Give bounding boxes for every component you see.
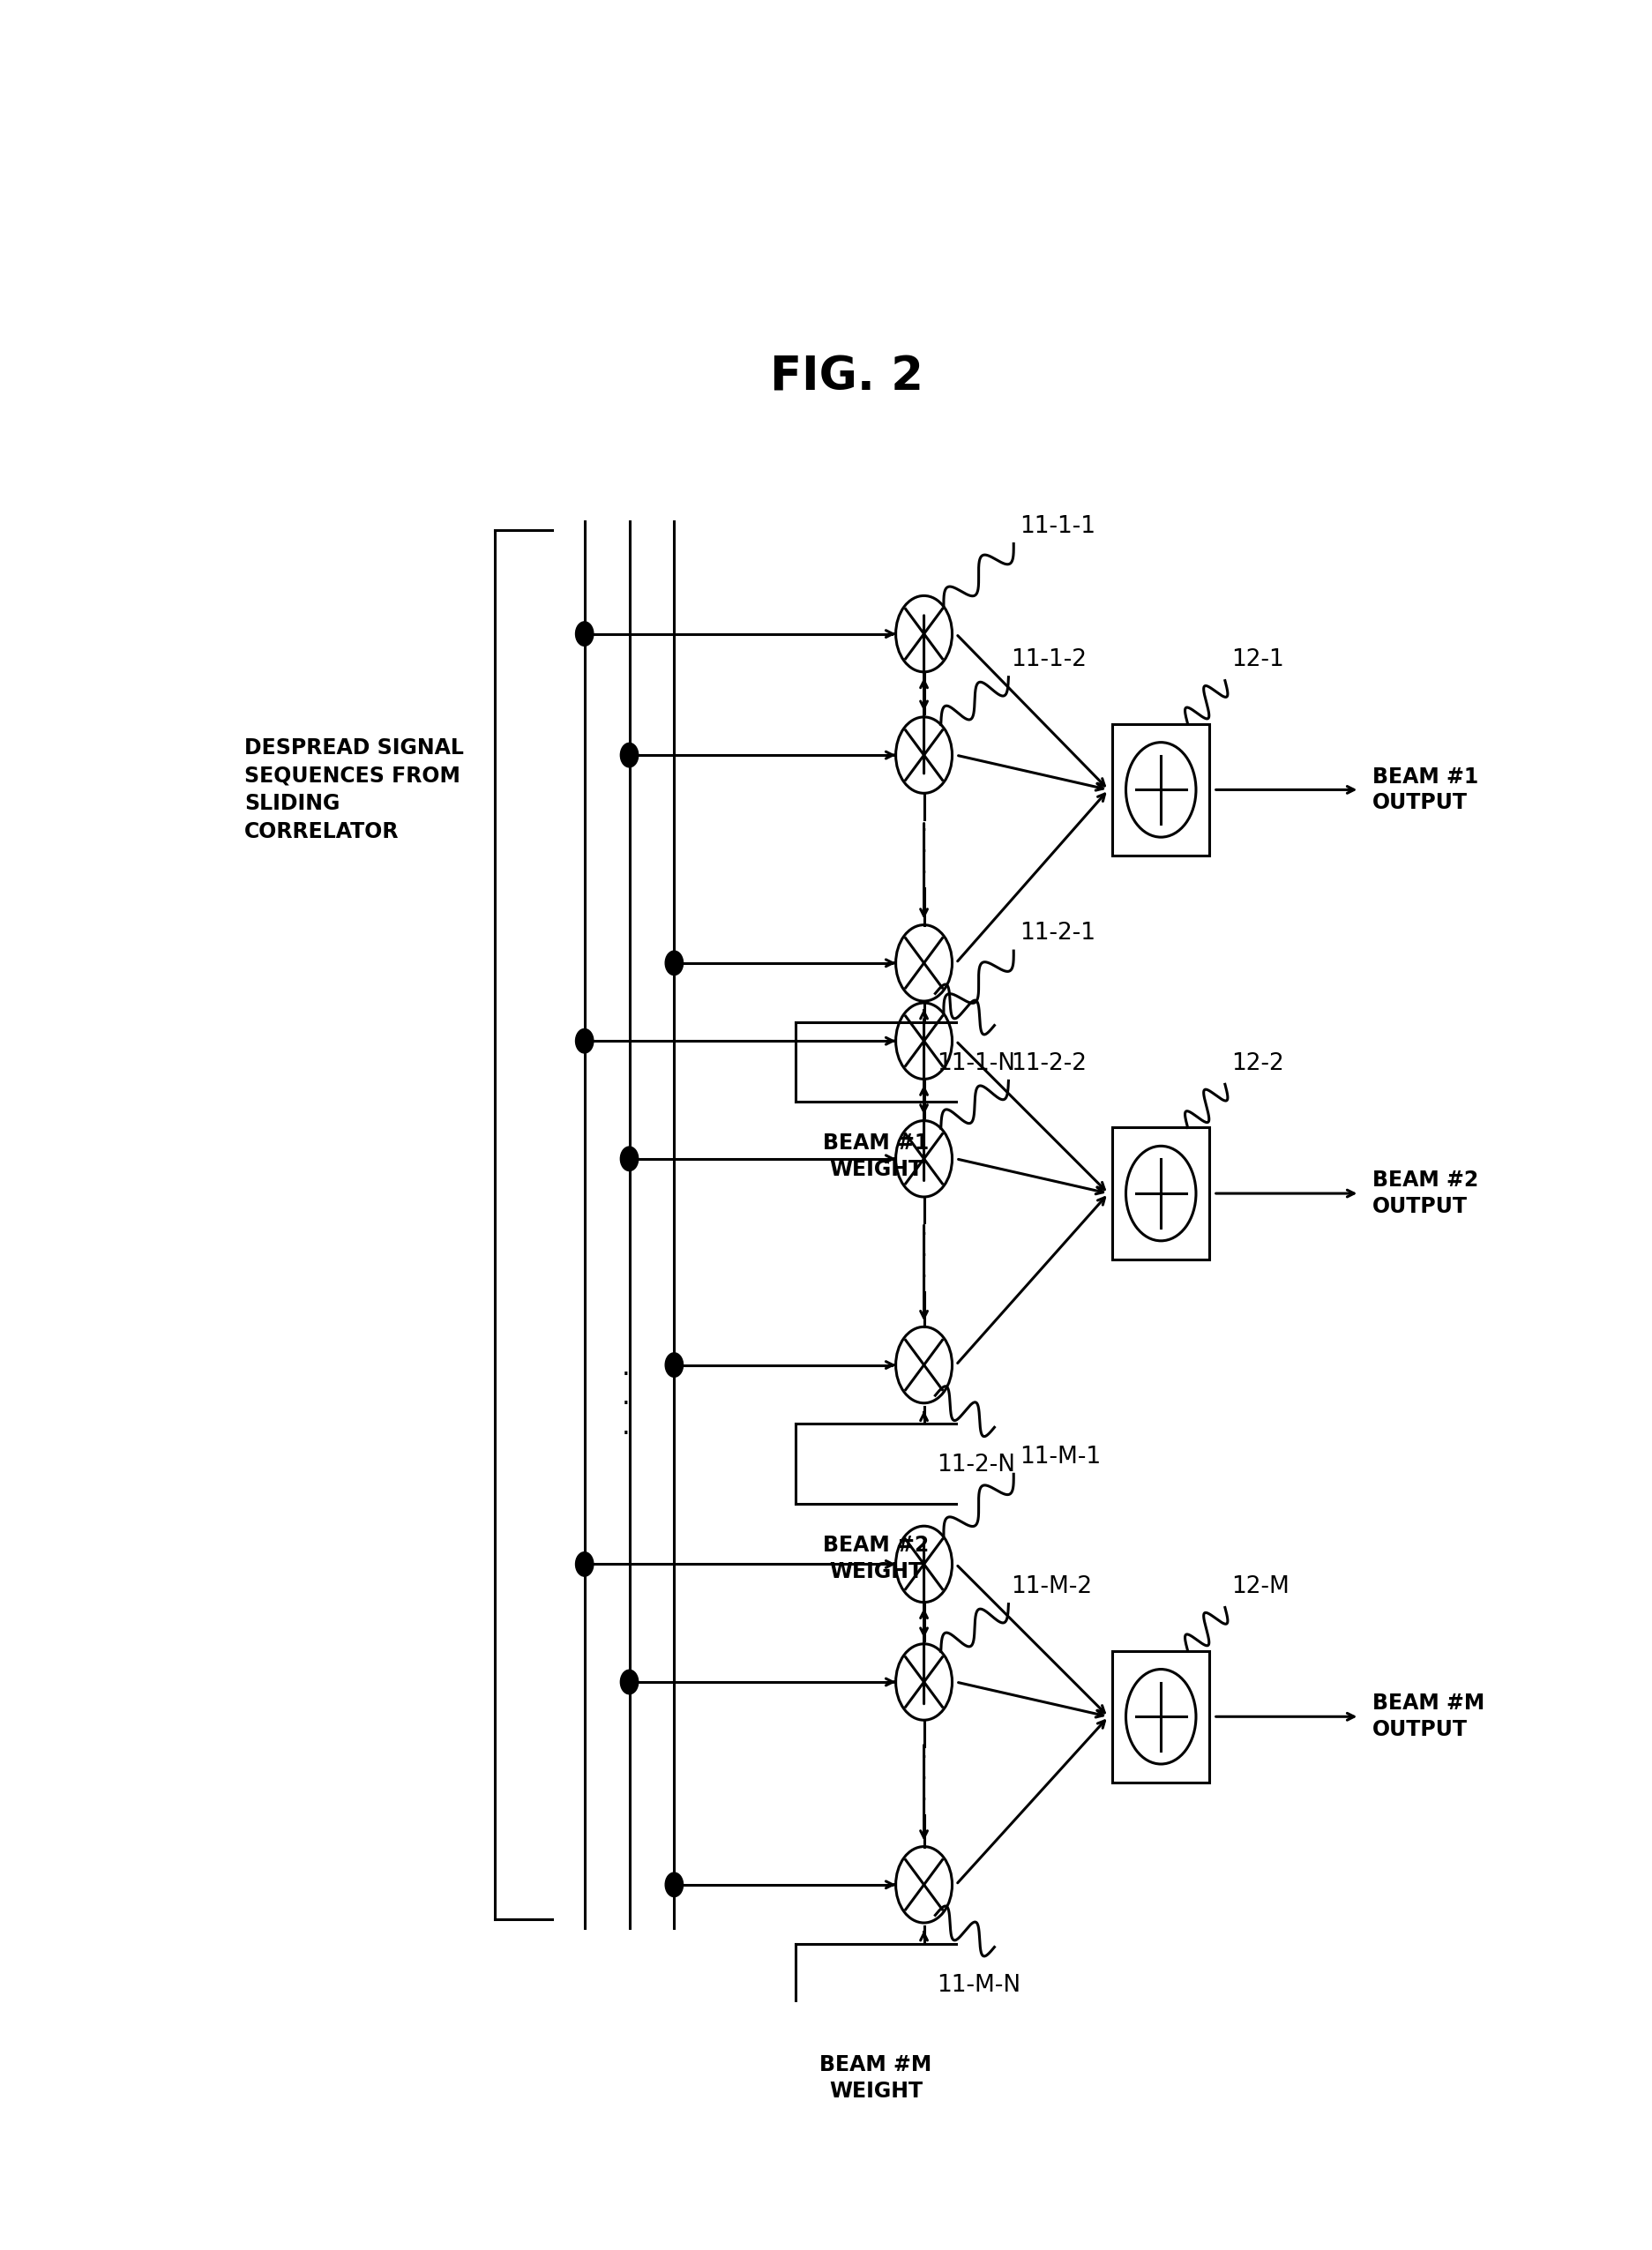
Circle shape: [575, 621, 593, 646]
Text: BEAM #M
WEIGHT: BEAM #M WEIGHT: [819, 2054, 932, 2102]
Text: ·
·
·
·: · · · ·: [920, 821, 927, 905]
Circle shape: [620, 1148, 638, 1170]
Text: 12-1: 12-1: [1231, 648, 1284, 670]
Text: 11-2-2: 11-2-2: [1011, 1053, 1087, 1076]
Bar: [1112, 1127, 1209, 1260]
Text: 11-1-1: 11-1-1: [1019, 515, 1095, 538]
Text: BEAM #1
WEIGHT: BEAM #1 WEIGHT: [823, 1132, 928, 1181]
Text: ·
·
·
·: · · · ·: [920, 1224, 927, 1310]
Text: ·
·
·: · · ·: [621, 1361, 629, 1447]
Circle shape: [620, 742, 638, 767]
Text: ·
·
·
·: · · · ·: [920, 1746, 927, 1831]
Text: 12-M: 12-M: [1231, 1575, 1289, 1597]
Bar: [1112, 1652, 1209, 1782]
Text: 11-M-1: 11-M-1: [1019, 1444, 1100, 1469]
Text: 11-M-N: 11-M-N: [937, 1973, 1021, 1996]
Circle shape: [620, 1670, 638, 1694]
Text: 11-1-N: 11-1-N: [937, 1053, 1014, 1076]
Text: FIG. 2: FIG. 2: [770, 356, 923, 400]
Text: BEAM #1
OUTPUT: BEAM #1 OUTPUT: [1371, 765, 1477, 814]
Text: BEAM #2
WEIGHT: BEAM #2 WEIGHT: [823, 1535, 928, 1582]
Circle shape: [575, 1552, 593, 1577]
Bar: [1112, 724, 1209, 855]
Text: BEAM #M
OUTPUT: BEAM #M OUTPUT: [1371, 1692, 1483, 1739]
Text: 11-2-1: 11-2-1: [1019, 922, 1095, 945]
Text: 12-2: 12-2: [1231, 1053, 1284, 1076]
Circle shape: [664, 1872, 682, 1897]
Text: BEAM #2
OUTPUT: BEAM #2 OUTPUT: [1371, 1170, 1477, 1217]
Circle shape: [575, 1028, 593, 1053]
Text: 11-1-2: 11-1-2: [1011, 648, 1087, 670]
Text: 11-M-2: 11-M-2: [1011, 1575, 1092, 1597]
Circle shape: [664, 952, 682, 974]
Text: 11-2-N: 11-2-N: [937, 1454, 1014, 1476]
Circle shape: [664, 1352, 682, 1377]
Text: DESPREAD SIGNAL
SEQUENCES FROM
SLIDING
CORRELATOR: DESPREAD SIGNAL SEQUENCES FROM SLIDING C…: [244, 738, 464, 842]
